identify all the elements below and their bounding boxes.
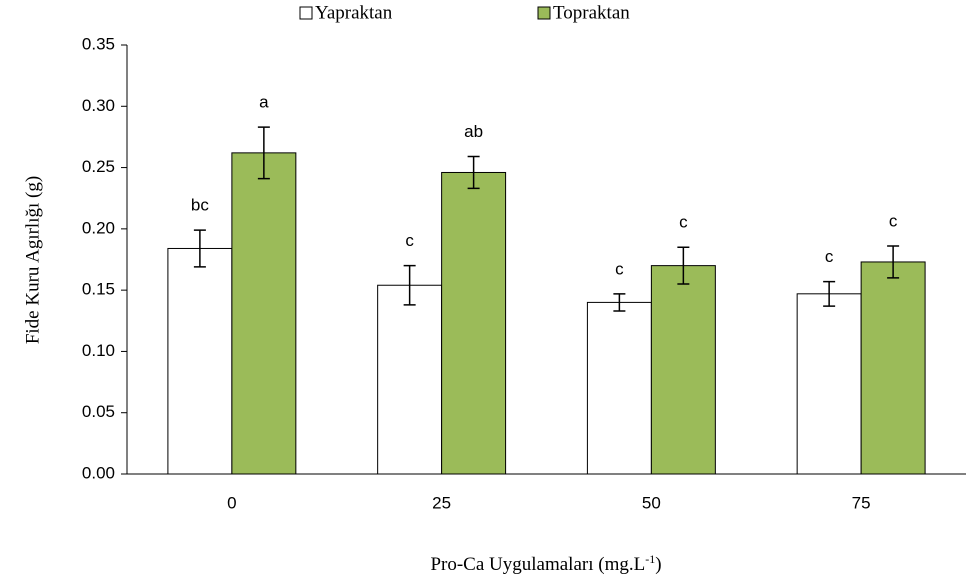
bar [860, 261, 926, 475]
error-bar [887, 245, 900, 279]
legend-swatch [299, 6, 313, 20]
y-tick-label: 0.25 [82, 157, 115, 176]
significance-label: c [825, 247, 834, 266]
y-tick-label: 0.05 [82, 402, 115, 421]
y-axis-title: Fide Kuru Agırlığı (g) [22, 176, 43, 344]
y-tick-label: 0.20 [82, 218, 115, 237]
x-axis-title-main: Pro-Ca Uygulamaları (mg.L [430, 554, 645, 575]
x-axis-title: Pro-Ca Uygulamaları (mg.L-1) [430, 552, 661, 576]
bar [650, 265, 716, 475]
significance-label: c [405, 231, 414, 250]
bar [586, 301, 652, 475]
legend-swatch [537, 6, 551, 20]
bar [167, 247, 233, 475]
y-tick-label: 0.35 [82, 34, 115, 53]
x-tick-label: 75 [852, 493, 871, 512]
bar [231, 152, 297, 475]
bar [441, 171, 507, 475]
significance-label: c [889, 212, 898, 231]
error-bar [193, 229, 206, 268]
bar [796, 293, 862, 475]
x-tick-label: 0 [227, 493, 236, 512]
error-bar [823, 280, 836, 307]
error-bar [613, 293, 626, 312]
y-tick-label: 0.30 [82, 96, 115, 115]
significance-label: c [615, 259, 624, 278]
error-bar [257, 126, 270, 180]
y-tick-label: 0.10 [82, 341, 115, 360]
error-bar [403, 264, 416, 306]
y-tick-label: 0.15 [82, 280, 115, 299]
significance-label: a [259, 93, 269, 112]
legend-label: Yapraktan [315, 2, 393, 23]
y-tick-label: 0.00 [82, 463, 115, 482]
error-bar [467, 155, 480, 190]
x-tick-label: 50 [642, 493, 661, 512]
significance-label: bc [191, 196, 209, 215]
x-tick-label: 25 [432, 493, 451, 512]
x-axis-title-end: ) [655, 554, 661, 575]
legend-label: Topraktan [553, 2, 630, 23]
significance-label: ab [464, 122, 483, 141]
x-axis-title-sup: -1 [645, 552, 655, 566]
error-bar [677, 246, 690, 285]
significance-label: c [679, 213, 688, 232]
bar [377, 284, 443, 475]
